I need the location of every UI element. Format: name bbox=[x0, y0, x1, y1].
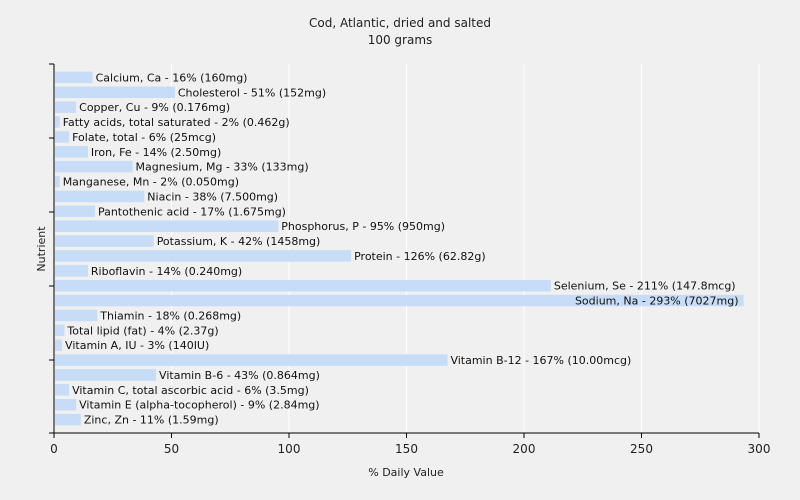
bar-label: Folate, total - 6% (25mcg) bbox=[72, 131, 216, 144]
bar-label: Fatty acids, total saturated - 2% (0.462… bbox=[63, 116, 290, 129]
bar bbox=[55, 339, 63, 351]
bar bbox=[55, 71, 93, 84]
bar bbox=[55, 160, 133, 173]
bar bbox=[55, 369, 157, 381]
y-axis-label: Nutrient bbox=[35, 226, 48, 272]
x-tick-label: 250 bbox=[630, 442, 653, 456]
bar-label: Cholesterol - 51% (152mg) bbox=[178, 86, 326, 99]
chart-subtitle: 100 grams bbox=[368, 33, 433, 47]
x-tick-label: 100 bbox=[278, 442, 301, 456]
bar-label: Total lipid (fat) - 4% (2.37g) bbox=[66, 324, 218, 337]
bar bbox=[55, 101, 77, 113]
bar-label: Niacin - 38% (7.500mg) bbox=[147, 190, 278, 203]
bar bbox=[55, 86, 175, 99]
grid-lines bbox=[171, 64, 760, 433]
x-tick-label: 0 bbox=[50, 442, 58, 456]
bar-label: Pantothenic acid - 17% (1.675mg) bbox=[98, 205, 286, 218]
bar bbox=[55, 235, 154, 247]
x-axis-label: % Daily Value bbox=[368, 466, 444, 479]
bar bbox=[55, 398, 77, 411]
bar bbox=[55, 175, 60, 188]
bar-label: Phosphorus, P - 95% (950mg) bbox=[281, 220, 445, 233]
bar-label: Selenium, Se - 211% (147.8mcg) bbox=[554, 280, 736, 293]
bar-label: Manganese, Mn - 2% (0.050mg) bbox=[63, 176, 239, 189]
chart-title: Cod, Atlantic, dried and salted bbox=[309, 16, 491, 30]
bar-label: Potassium, K - 42% (1458mg) bbox=[157, 235, 321, 248]
bar bbox=[55, 384, 70, 396]
bar bbox=[55, 413, 81, 426]
bar bbox=[55, 116, 60, 128]
bar-label: Vitamin E (alpha-tocopherol) - 9% (2.84m… bbox=[79, 399, 319, 412]
bar bbox=[55, 279, 551, 292]
x-tick-label: 50 bbox=[164, 442, 179, 456]
axes: 0 50 100 150 200 250 300 bbox=[49, 63, 771, 456]
bar bbox=[55, 205, 95, 218]
bar-label: Vitamin A, IU - 3% (140IU) bbox=[65, 339, 209, 352]
bar bbox=[55, 309, 98, 322]
bar-label: Vitamin B-6 - 43% (0.864mg) bbox=[159, 369, 320, 382]
bar bbox=[55, 131, 70, 143]
x-tick-label: 150 bbox=[395, 442, 418, 456]
bar-label: Sodium, Na - 293% (7027mg) bbox=[575, 295, 739, 308]
bar-label: Thiamin - 18% (0.268mg) bbox=[99, 309, 241, 322]
bar bbox=[55, 190, 145, 203]
bar-label: Copper, Cu - 9% (0.176mg) bbox=[79, 101, 230, 114]
bar-label: Magnesium, Mg - 33% (133mg) bbox=[136, 161, 309, 174]
bar-label: Calcium, Ca - 16% (160mg) bbox=[96, 71, 248, 84]
bar-label: Vitamin B-12 - 167% (10.00mcg) bbox=[450, 354, 631, 367]
bar bbox=[55, 220, 279, 232]
bar-label: Zinc, Zn - 11% (1.59mg) bbox=[84, 414, 219, 427]
bar bbox=[55, 324, 65, 337]
bar bbox=[55, 354, 448, 366]
x-tick-label: 300 bbox=[748, 442, 771, 456]
bar-label: Riboflavin - 14% (0.240mg) bbox=[91, 265, 242, 278]
bar bbox=[55, 250, 352, 262]
bar-label: Iron, Fe - 14% (2.50mg) bbox=[91, 146, 221, 159]
bar bbox=[55, 265, 88, 277]
bar-label: Vitamin C, total ascorbic acid - 6% (3.5… bbox=[72, 384, 309, 397]
bar bbox=[55, 294, 744, 307]
x-tick-label: 200 bbox=[513, 442, 536, 456]
bar bbox=[55, 146, 88, 158]
bars: Calcium, Ca - 16% (160mg) Cholesterol - 5… bbox=[55, 71, 744, 427]
bar-label: Protein - 126% (62.82g) bbox=[354, 250, 486, 263]
